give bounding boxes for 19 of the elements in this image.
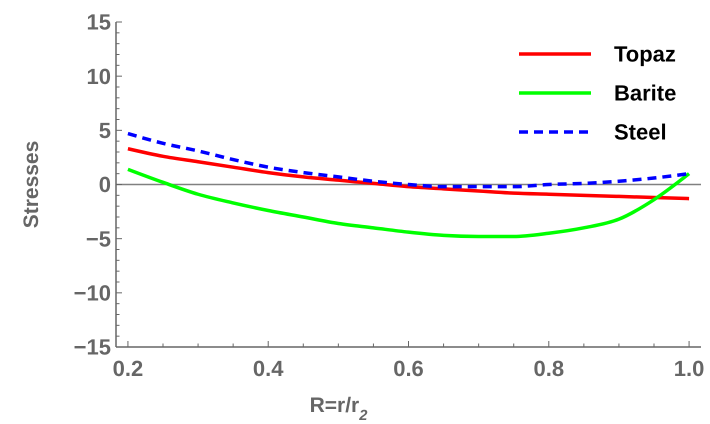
legend-label: Barite [614,80,676,106]
y-tick-label: 15 [86,10,111,35]
y-axis-title: Stresses [20,140,43,228]
line-series [126,168,691,238]
x-tick-label: 0.6 [393,356,424,381]
y-tick-label: −5 [86,226,111,252]
x-axis-title: R=r/r$_{2}$ [310,394,368,424]
x-tick-label: 0.4 [252,356,284,381]
x-tick-label: 1.0 [674,356,704,381]
line-series [126,147,691,200]
y-tick-label: 0 [98,172,111,198]
y-tick-label: 10 [86,64,111,89]
y-tick-label: 5 [98,118,111,144]
legend-label: Steel [614,120,667,145]
x-tick-label: 0.8 [533,356,564,381]
x-tick-label: 0.2 [112,356,144,381]
legend-label: Topaz [614,42,676,67]
y-tick-label: −10 [74,280,111,306]
y-tick-label: −15 [74,334,111,360]
